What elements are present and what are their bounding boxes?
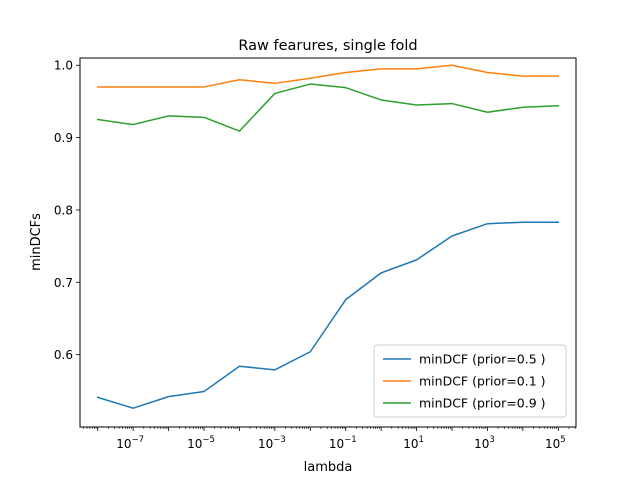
series-line-2 [96, 83, 560, 132]
y-tick-label: 0.7 [54, 276, 73, 290]
x-tick-label: 101 [403, 435, 424, 451]
x-axis: 10−7 10−5 10−3 10−1 101 103 105 [83, 427, 576, 451]
y-tick-label: 0.8 [54, 203, 73, 217]
x-tick-label: 10−1 [329, 435, 357, 451]
legend-label: minDCF (prior=0.1 ) [419, 374, 546, 389]
x-tick-label: 105 [545, 435, 566, 451]
x-axis-label: lambda [304, 460, 353, 475]
plot-area [96, 64, 560, 409]
y-axis: 0.6 0.7 0.8 0.9 1.0 [54, 59, 80, 362]
legend: minDCF (prior=0.5 ) minDCF (prior=0.1 ) mi… [373, 344, 567, 418]
y-axis-label: minDCFs [29, 213, 44, 271]
series-line-0 [96, 221, 560, 409]
series-line-1 [96, 64, 560, 88]
y-tick-label: 0.9 [54, 131, 73, 145]
legend-label: minDCF (prior=0.5 ) [419, 352, 546, 367]
y-tick-label: 1.0 [54, 59, 73, 73]
x-tick-label: 10−7 [116, 435, 144, 451]
x-tick-label: 103 [474, 435, 495, 451]
x-tick-label: 10−3 [258, 435, 286, 451]
legend-frame [373, 344, 567, 418]
x-tick-label: 10−5 [187, 435, 215, 451]
chart-title: Raw fearures, single fold [238, 38, 417, 54]
legend-label: minDCF (prior=0.9 ) [419, 396, 546, 411]
plot-frame [79, 57, 577, 428]
y-tick-label: 0.6 [54, 348, 73, 362]
